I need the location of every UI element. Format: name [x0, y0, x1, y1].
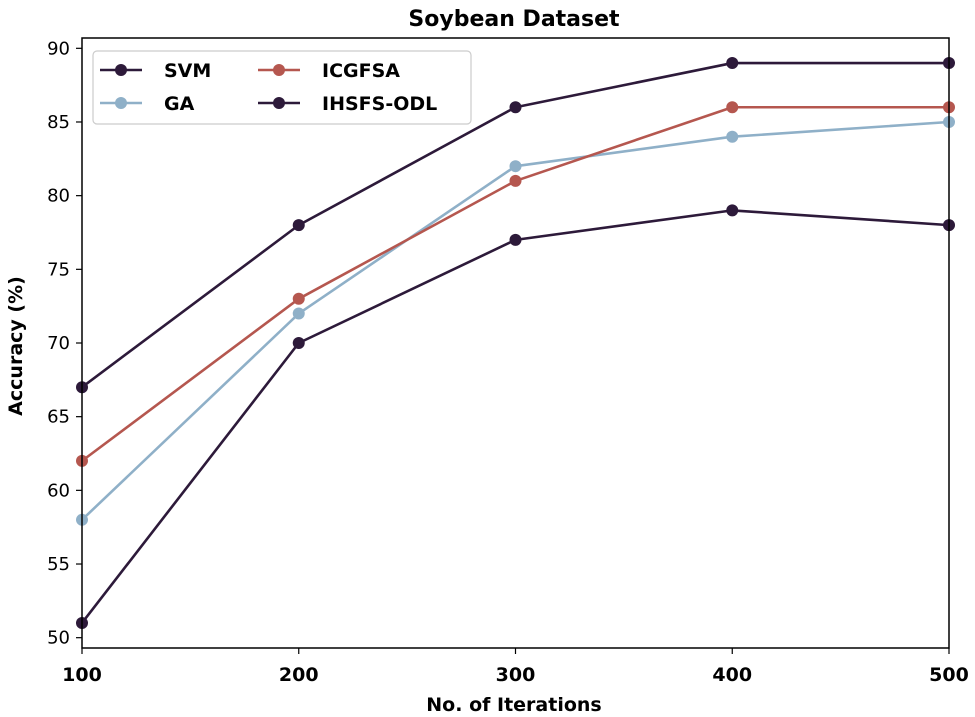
y-tick-label: 75 — [47, 259, 70, 280]
data-point-ihsfs-odl — [292, 219, 305, 232]
data-point-icgfsa — [726, 101, 739, 114]
x-tick-label: 300 — [496, 664, 536, 686]
y-tick-label: 80 — [47, 186, 70, 207]
x-tick-label: 200 — [279, 664, 319, 686]
plot-area — [76, 57, 955, 629]
legend-label-ga: GA — [164, 93, 195, 115]
x-axis-title: No. of Iterations — [426, 694, 601, 716]
y-axis: 50 55 60 65 70 75 80 85 90 — [47, 38, 82, 649]
chart-title: Soybean Dataset — [408, 7, 620, 32]
legend-item-svm: SVM — [100, 60, 211, 82]
data-point-ga — [509, 160, 522, 173]
y-tick-label: 55 — [47, 554, 70, 575]
series-line-svm — [80, 209, 950, 624]
legend: SVM GA ICGFSA IHSFS-ODL — [92, 50, 472, 125]
data-point-svm — [726, 204, 739, 217]
x-axis: 100 200 300 400 500 — [62, 648, 969, 686]
legend-box — [92, 50, 472, 125]
y-tick-label: 90 — [47, 38, 70, 59]
legend-marker-icgfsa — [273, 64, 285, 76]
legend-item-ihsfs-odl: IHSFS-ODL — [258, 93, 437, 115]
data-point-ihsfs-odl — [726, 57, 739, 70]
data-point-ga — [292, 307, 305, 320]
y-tick-label: 60 — [47, 480, 70, 501]
legend-label-icgfsa: ICGFSA — [322, 60, 400, 82]
y-tick-label: 85 — [47, 112, 70, 133]
y-axis-title: Accuracy (%) — [5, 276, 27, 416]
legend-label-svm: SVM — [164, 60, 211, 82]
y-tick-label: 65 — [47, 407, 70, 428]
series-svm — [76, 204, 955, 629]
y-tick-label: 70 — [47, 333, 70, 354]
legend-item-ga: GA — [100, 93, 195, 115]
x-tick-label: 100 — [62, 664, 102, 686]
legend-marker-ga — [115, 97, 127, 109]
x-tick-label: 400 — [712, 664, 752, 686]
plot-frame — [81, 37, 950, 649]
legend-marker-ihsfs-odl — [273, 97, 285, 109]
x-tick-label: 500 — [929, 664, 969, 686]
series-icgfsa — [76, 101, 955, 467]
data-point-ihsfs-odl — [509, 101, 522, 114]
legend-label-ihsfs-odl: IHSFS-ODL — [322, 93, 437, 115]
data-point-svm — [509, 233, 522, 246]
data-point-ga — [726, 130, 739, 143]
data-point-svm — [292, 337, 305, 349]
y-tick-label: 50 — [47, 628, 70, 649]
data-point-icgfsa — [509, 174, 522, 187]
legend-item-icgfsa: ICGFSA — [258, 60, 400, 82]
data-point-icgfsa — [292, 292, 305, 305]
legend-marker-svm — [115, 64, 127, 76]
